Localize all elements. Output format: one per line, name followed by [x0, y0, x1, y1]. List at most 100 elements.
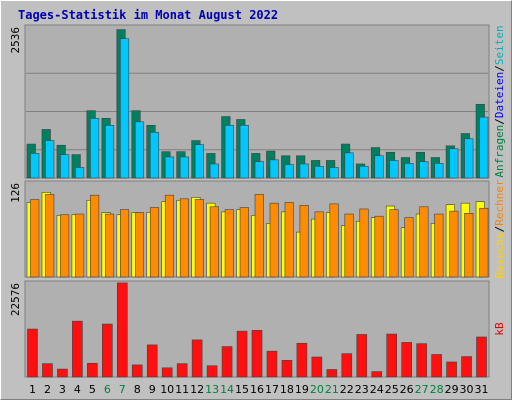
day-label-6: 6: [104, 383, 111, 396]
bar-panel2-series2-day4: [75, 213, 85, 278]
day-label-2: 2: [44, 383, 51, 396]
bar-panel3-series1-day18: [281, 360, 293, 378]
day-label-14: 14: [220, 383, 234, 396]
bar-panel2-series2-day31: [479, 207, 489, 278]
bar-panel2-series2-day20: [314, 211, 324, 278]
bar-panel1-series2-day23: [359, 165, 369, 179]
day-label-7: 7: [119, 383, 126, 396]
bar-panel2-series2-day17: [269, 202, 279, 278]
legend-entry: /: [493, 65, 506, 72]
bar-panel1-series2-day21: [329, 167, 339, 179]
day-label-29: 29: [445, 383, 459, 396]
bar-panel1-series2-day26: [404, 163, 414, 179]
bar-panel1-series2-day12: [194, 144, 204, 179]
legend-entry: Anfragen: [493, 125, 506, 178]
day-label-13: 13: [205, 383, 219, 396]
bar-panel3-series1-day21: [326, 369, 338, 378]
bar-panel2-series2-day27: [419, 206, 429, 278]
bar-panel3-series1-day27: [416, 343, 427, 378]
bar-panel1-series2-day10: [164, 156, 175, 179]
bar-panel2-series2-day30: [464, 213, 474, 278]
bar-panel2-series2-day26: [404, 217, 414, 278]
bar-panel1-series2-day30: [464, 138, 474, 179]
bar-panel3-series1-day15: [236, 330, 248, 378]
bar-panel1-series2-day27: [419, 161, 429, 179]
bar-panel1-series2-day16: [254, 161, 264, 179]
bar-panel3-series1-day26: [401, 342, 412, 378]
bar-panel3-series1-day30: [461, 356, 472, 378]
legend-entry: Seiten: [493, 25, 506, 65]
bar-panel2-series2-day29: [449, 210, 459, 278]
bar-panel2-series2-day24: [374, 215, 384, 278]
bar-panel3-series1-day28: [431, 354, 442, 378]
side-legend-2: Besuche/Rechner: [493, 179, 506, 279]
legend-entry: /: [493, 226, 506, 233]
bar-panel2-series2-day12: [194, 199, 204, 278]
side-legend-3: kB: [493, 322, 506, 336]
bar-panel2-series2-day5: [90, 194, 100, 278]
day-label-21: 21: [325, 383, 339, 396]
bar-panel3-series1-day10: [161, 367, 173, 378]
day-label-22: 22: [340, 383, 354, 396]
bar-panel3-series1-day24: [371, 371, 383, 378]
bar-panel2-series2-day11: [179, 198, 189, 278]
day-label-20: 20: [310, 383, 324, 396]
y-max-label-1: 2536: [9, 27, 22, 54]
day-label-19: 19: [295, 383, 309, 396]
bar-panel2-series2-day22: [344, 213, 354, 278]
bar-panel2-series2-day13: [209, 206, 219, 278]
day-label-4: 4: [74, 383, 81, 396]
day-label-31: 31: [475, 383, 489, 396]
day-label-1: 1: [29, 383, 36, 396]
bar-panel2-series2-day8: [134, 212, 145, 278]
y-max-label-2: 126: [9, 183, 22, 203]
side-legend-1: Anfragen/Dateien/Seiten: [493, 25, 506, 177]
bar-panel3-series1-day9: [146, 344, 158, 378]
bar-panel1-series2-day18: [284, 164, 294, 179]
day-label-27: 27: [415, 383, 429, 396]
bar-panel3-series1-day5: [87, 362, 98, 378]
day-label-16: 16: [250, 383, 264, 396]
bar-panel2-series2-day10: [164, 194, 175, 278]
bar-panel1-series2-day9: [149, 132, 160, 179]
day-label-30: 30: [460, 383, 474, 396]
bar-panel2-series2-day9: [149, 207, 160, 278]
bar-panel3-series1-day3: [57, 368, 68, 378]
bar-panel1-series2-day25: [389, 160, 399, 179]
bar-panel3-series1-day25: [386, 333, 398, 378]
day-label-17: 17: [265, 383, 279, 396]
bar-panel1-series2-day6: [105, 125, 115, 179]
bar-panel1-series2-day4: [75, 167, 85, 179]
bar-panel1-series2-day11: [179, 156, 189, 179]
day-label-24: 24: [370, 383, 384, 396]
legend-entry: Rechner: [493, 179, 506, 226]
bar-panel3-series1-day6: [102, 323, 113, 378]
bar-panel3-series1-day22: [341, 353, 353, 378]
bar-panel2-series2-day25: [389, 209, 399, 278]
bar-panel1-series2-day17: [269, 159, 279, 179]
bar-panel1-series2-day31: [479, 116, 489, 179]
bar-panel3-series1-day17: [266, 350, 278, 378]
day-label-15: 15: [235, 383, 249, 396]
day-label-12: 12: [190, 383, 204, 396]
bar-panel2-series2-day16: [254, 194, 264, 278]
bar-panel3-series1-day8: [131, 364, 143, 378]
bar-panel1-series2-day22: [344, 152, 354, 179]
bar-panel1-series2-day7: [120, 38, 130, 179]
bar-panel3-series1-day2: [42, 363, 53, 378]
bar-panel2-series2-day3: [60, 214, 70, 278]
bar-panel1-series2-day19: [299, 163, 309, 179]
bar-panel1-series2-day1: [30, 153, 40, 179]
day-label-11: 11: [175, 383, 189, 396]
bar-panel2-series2-day2: [45, 194, 55, 278]
bar-panel1-series2-day13: [209, 163, 219, 179]
bar-panel3-series1-day23: [356, 334, 368, 378]
bar-panel3-series1-day20: [311, 356, 323, 378]
bar-panel3-series1-day4: [72, 320, 83, 378]
day-label-25: 25: [385, 383, 399, 396]
day-label-5: 5: [89, 383, 96, 396]
day-label-9: 9: [149, 383, 156, 396]
bar-panel3-series1-day14: [221, 346, 233, 378]
bar-panel1-series2-day28: [434, 163, 444, 179]
day-label-23: 23: [355, 383, 369, 396]
